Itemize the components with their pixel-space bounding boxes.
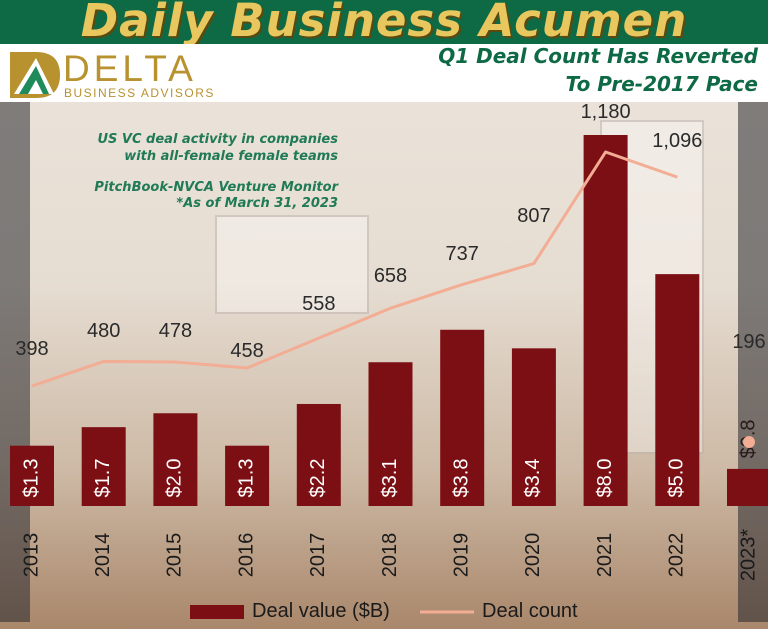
- x-tick-label: 2015: [164, 533, 186, 578]
- bar-value-label: $3.1: [379, 459, 401, 498]
- background-window: [215, 215, 369, 314]
- header-bar: [0, 0, 768, 44]
- x-tick-label: 2020: [522, 533, 544, 578]
- deal-count-point: [743, 436, 755, 448]
- bar-value-label: $3.4: [522, 459, 544, 498]
- legend-item-line: Deal count: [420, 600, 578, 623]
- legend-bar-swatch: [190, 604, 244, 619]
- bar-value-label: $1.7: [92, 459, 114, 498]
- deal-count-label: 196: [732, 331, 765, 353]
- x-tick-label: 2018: [379, 533, 401, 578]
- note-line-2: with all-female female teams: [124, 149, 338, 164]
- bar-value-label: $2.0: [164, 459, 186, 498]
- logo-tagline: BUSINESS ADVISORS: [64, 86, 215, 100]
- bar: [727, 468, 768, 506]
- deal-count-label: 558: [302, 293, 335, 315]
- x-tick-label: 2017: [307, 533, 329, 578]
- subtitle-line-2: To Pre-2017 Pace: [565, 72, 758, 96]
- x-tick-label: 2023*: [737, 529, 759, 581]
- bar-value-label: $1.3: [20, 459, 42, 498]
- deal-count-label: 1,096: [652, 130, 702, 152]
- legend-line-swatch: [420, 610, 474, 613]
- x-tick-label: 2021: [594, 533, 616, 578]
- bar: [153, 413, 198, 506]
- x-tick-label: 2016: [235, 533, 257, 578]
- x-tick-label: 2019: [450, 533, 472, 578]
- bar: [225, 445, 270, 506]
- legend: Deal value ($B) Deal count: [0, 598, 768, 629]
- background-door-frame: [738, 102, 768, 622]
- deal-count-label: 478: [159, 320, 192, 342]
- bar-value-label: $2.2: [307, 459, 329, 498]
- bar-value-label: $3.8: [450, 459, 472, 498]
- x-tick-label: 2014: [92, 533, 114, 578]
- deal-count-label: 480: [87, 320, 120, 342]
- subtitle-line-1: Q1 Deal Count Has Reverted: [438, 44, 758, 68]
- deal-count-label: 1,180: [581, 101, 631, 123]
- bar: [368, 362, 413, 506]
- note-line-4: *As of March 31, 2023: [176, 196, 338, 211]
- bar: [583, 135, 628, 506]
- bar: [296, 403, 341, 506]
- headline: Daily Business Acumen: [80, 0, 688, 47]
- delta-logo-icon: [10, 52, 60, 98]
- subheader-bar: [0, 44, 768, 102]
- deal-count-label: 807: [517, 205, 550, 227]
- x-tick-label: 2022: [666, 533, 688, 578]
- bar: [655, 274, 700, 506]
- bar: [511, 348, 556, 506]
- bar: [440, 329, 485, 506]
- bar-value-label: $1.3: [235, 459, 257, 498]
- note-line-3: PitchBook-NVCA Venture Monitor: [94, 180, 338, 195]
- legend-label-line: Deal count: [482, 600, 578, 622]
- deal-count-label: 458: [230, 340, 263, 362]
- bar-value-label: $5.0: [666, 459, 688, 498]
- bar: [10, 445, 54, 506]
- note-line-1: US VC deal activity in companies: [97, 132, 338, 147]
- legend-item-bar: Deal value ($B): [190, 600, 390, 623]
- bar-value-label: $8.0: [594, 459, 616, 498]
- x-tick-label: 2013: [20, 533, 42, 578]
- logo-wordmark: DELTA: [63, 48, 197, 89]
- deal-count-label: 398: [15, 338, 48, 360]
- deal-count-label: 658: [374, 265, 407, 287]
- legend-label-bar: Deal value ($B): [252, 600, 390, 622]
- deal-count-label: 737: [446, 243, 479, 265]
- bar: [81, 427, 126, 506]
- background-door-frame: [0, 102, 30, 622]
- deal-count-line: [31, 150, 678, 388]
